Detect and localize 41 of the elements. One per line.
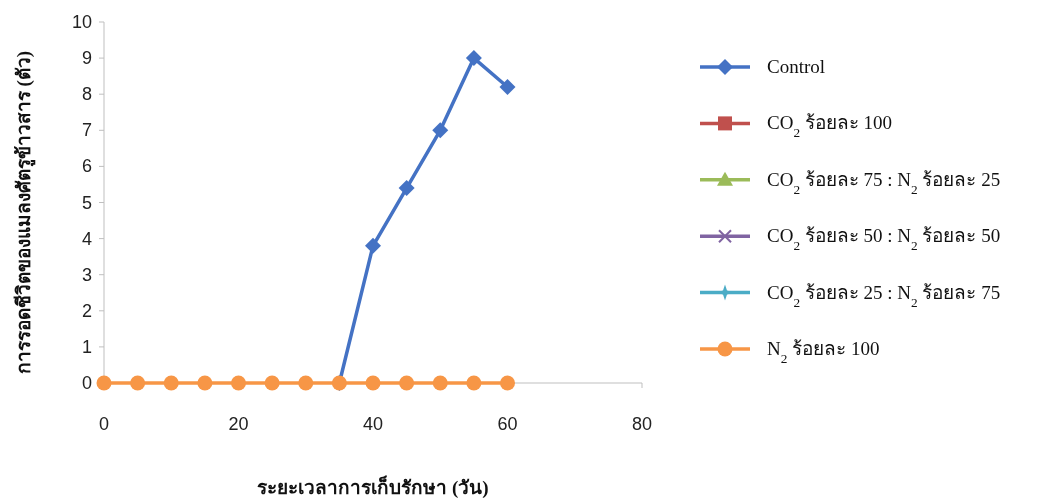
y-tick-label: 7 xyxy=(81,120,92,141)
y-tick-label: 0 xyxy=(81,373,92,393)
y-tick-label: 6 xyxy=(81,156,92,177)
point xyxy=(466,375,482,391)
x-tick-label: 40 xyxy=(362,414,384,434)
y-axis-title: การรอดชีวิตของแมลงศัตรูข้าวสาร (ตัว) xyxy=(13,50,36,375)
x-tick-label: 20 xyxy=(228,414,249,434)
legend-label: CO$_{2}$ ร้อยละ 50 : N$_{2}$ ร้อยละ 50 xyxy=(767,225,1001,253)
point xyxy=(365,237,381,254)
point xyxy=(399,375,415,391)
point xyxy=(298,375,314,391)
legend-label: Control xyxy=(767,56,826,77)
legend-label: CO$_{2}$ ร้อยละ 25 : N$_{2}$ ร้อยละ 75 xyxy=(767,281,1001,310)
y-tick-label: 10 xyxy=(71,12,92,32)
point xyxy=(130,375,146,391)
y-tick-label: 4 xyxy=(81,228,92,249)
x-tick-label: 0 xyxy=(98,414,110,434)
point xyxy=(500,375,515,391)
point xyxy=(432,122,449,139)
point xyxy=(465,50,482,67)
x-tick-label: 80 xyxy=(631,414,653,434)
point xyxy=(197,375,213,391)
legend-label: CO$_{2}$ ร้อยละ 75 : N$_{2}$ ร้อยละ 25 xyxy=(767,168,1001,197)
point xyxy=(398,180,415,197)
point xyxy=(432,375,448,391)
y-tick-label: 1 xyxy=(81,336,92,357)
point xyxy=(231,375,246,391)
y-tick-label: 5 xyxy=(81,192,92,213)
point xyxy=(163,375,179,391)
y-tick-label: 2 xyxy=(81,300,92,321)
point xyxy=(499,78,516,95)
y-tick-label: 9 xyxy=(81,48,92,69)
point xyxy=(365,375,381,391)
x-tick-label: 60 xyxy=(497,414,518,434)
legend-label: N$_{2}$ ร้อยละ 100 xyxy=(767,338,880,366)
point xyxy=(264,375,280,391)
legend-label: CO$_{2}$ ร้อยละ 100 xyxy=(767,112,893,140)
x-axis-title: ระยะเวลาการเก็บรักษา (วัน) xyxy=(257,475,489,499)
point xyxy=(96,375,112,391)
y-tick-label: 3 xyxy=(81,264,92,285)
y-tick-label: 8 xyxy=(81,84,92,105)
